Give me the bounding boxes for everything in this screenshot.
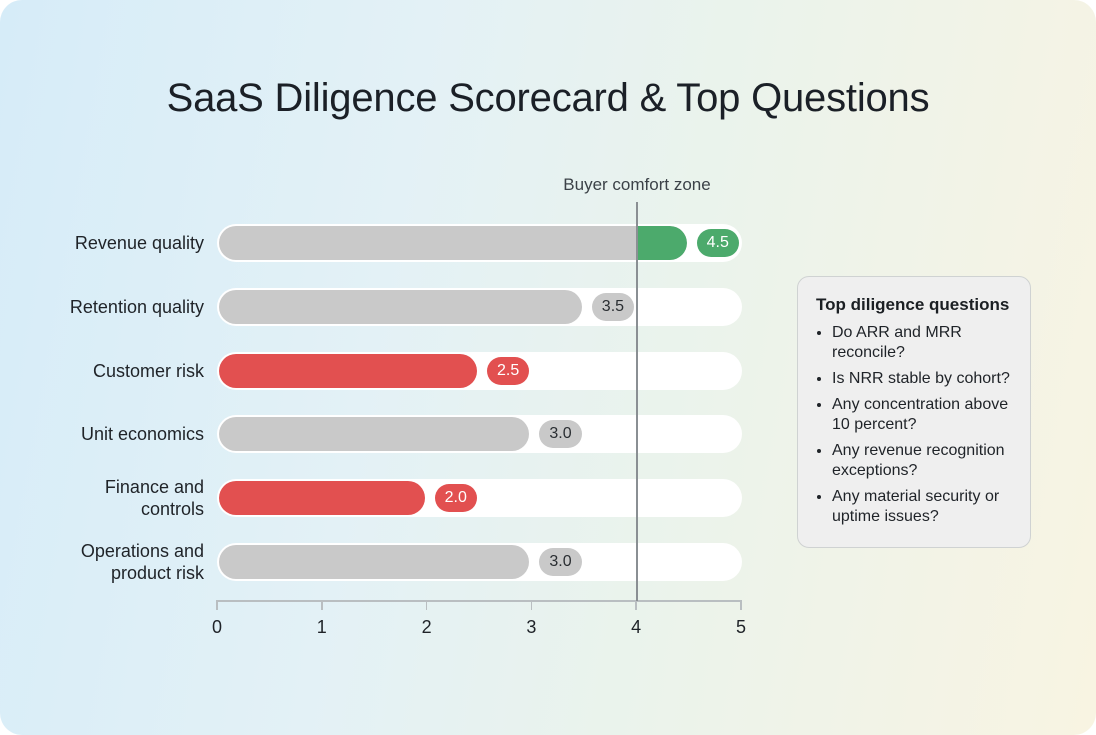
score-bar	[219, 545, 530, 579]
row-label-line: Finance and	[104, 477, 204, 498]
comfort-zone-line	[636, 202, 638, 601]
question-item: Any revenue recognition exceptions?	[832, 441, 1014, 481]
row-label: Operations and product risk	[14, 540, 204, 584]
row-label-line: controls	[140, 499, 204, 520]
x-axis-tick-label: 5	[735, 617, 746, 637]
x-axis-tick-label: 3	[526, 617, 537, 637]
row-label: Revenue quality	[14, 232, 204, 254]
score-bar	[219, 226, 687, 260]
row-label-line: Revenue quality	[74, 233, 204, 253]
row-label: Customer risk	[14, 360, 204, 382]
value-badge: 3.5	[591, 292, 635, 321]
chart-title: SaaS Diligence Scorecard & Top Questions	[166, 76, 930, 120]
value-badge: 3.0	[539, 420, 582, 449]
question-item: Do ARR and MRR reconcile?	[832, 323, 1014, 363]
x-axis-tick-label: 1	[316, 617, 327, 637]
row-label-line: Customer risk	[92, 360, 204, 381]
x-axis-tick	[635, 600, 637, 610]
score-bar	[219, 353, 477, 388]
questions-list: Do ARR and MRR reconcile? Is NRR stable …	[816, 323, 1014, 527]
x-axis-line	[217, 600, 742, 602]
comfort-zone-label: Buyer comfort zone	[563, 175, 711, 194]
question-item: Any material security or uptime issues?	[832, 487, 1014, 527]
x-axis-tick	[425, 600, 428, 610]
value-badge: 3.0	[539, 548, 582, 576]
x-axis-tick	[321, 600, 323, 610]
row-label-line: Retention quality	[69, 296, 204, 317]
x-axis-tick	[740, 600, 742, 610]
value-badge: 2.0	[434, 484, 477, 513]
x-axis-tick-label: 4	[631, 617, 642, 637]
question-item: Is NRR stable by cohort?	[832, 369, 1014, 389]
row-label-line: Unit economics	[80, 424, 204, 445]
row-label: Unit economics	[14, 423, 204, 445]
value-badge: 4.5	[696, 229, 739, 257]
x-axis-tick-label: 2	[421, 617, 432, 637]
row-label-line: product risk	[110, 563, 204, 583]
x-axis-tick-label: 0	[211, 617, 222, 637]
x-axis-tick	[216, 600, 218, 610]
score-bar	[219, 289, 582, 324]
row-label: Finance and controls	[14, 476, 204, 520]
x-axis-tick	[530, 600, 533, 610]
questions-panel: Top diligence questions Do ARR and MRR r…	[797, 276, 1031, 548]
value-badge: 2.5	[487, 356, 530, 385]
question-item: Any concentration above 10 percent?	[832, 395, 1014, 435]
above-comfort-segment	[636, 226, 687, 260]
panel-title: Top diligence questions	[816, 295, 1010, 314]
row-label-line: Operations and	[80, 541, 204, 561]
row-label: Retention quality	[14, 296, 204, 318]
score-bar	[219, 417, 530, 452]
score-bar	[219, 481, 425, 516]
